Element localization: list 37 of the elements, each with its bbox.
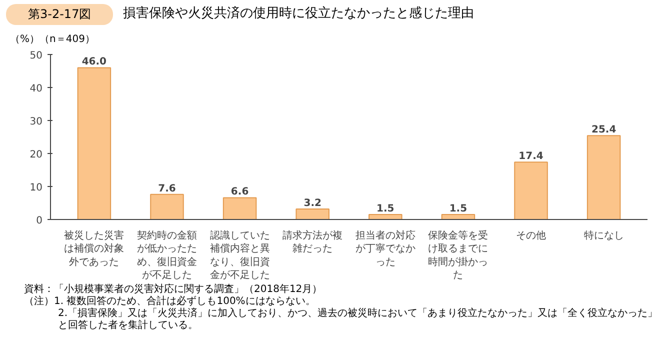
x-tick-label: 保険金等を受け取るまでに時間が掛かった (428, 230, 488, 282)
bar (514, 162, 548, 220)
text: （n＝409） (40, 33, 95, 47)
data-label: 46.0 (82, 56, 107, 68)
x-tick-label: 請求方法が複雑だった (282, 230, 343, 255)
text: 資料：「小規模事業者の災害対応に関する調査」（2018年12月） (24, 284, 324, 296)
text: 2.「損害保険」又は「火災共済」に加入しており、かつ、過去の被災時において「あまり役立たなかった」又は「全く役立なかった」と回答した者を集計している。 (57, 308, 659, 332)
text: （注）1. 複数回答のため、合計は必ずしも100%にはならない。 (24, 296, 316, 308)
y-tick-label: 0 (36, 216, 43, 226)
data-label: 7.6 (158, 183, 176, 194)
bar (368, 214, 402, 220)
x-tick-label: その他 (516, 230, 546, 242)
x-tick-label: 特になし (584, 230, 624, 242)
bar (222, 197, 257, 220)
data-label: 1.5 (376, 204, 394, 215)
bar (586, 135, 621, 220)
x-tick-label: 担当者の対応が丁寧でなかった (355, 230, 416, 268)
x-tick-label: 契約時の金額が低かったため、復旧資金が不足した (136, 230, 197, 282)
y-tick-label: 40 (30, 84, 43, 94)
x-tick-label: 認識していた補償内容と異なり、復旧資金が不足した (210, 230, 270, 282)
chart-title: 損害保険や火災共済の使用時に役立たなかったと感じた理由 (123, 5, 474, 24)
data-label: 1.5 (449, 204, 468, 215)
data-label: 25.4 (591, 124, 616, 136)
y-tick-label: 10 (30, 182, 43, 194)
chart-subtitle: 第3-2-17図 (6, 4, 114, 26)
y-tick-label: 50 (30, 50, 43, 62)
bar (77, 67, 112, 220)
y-axis-title: （%） (10, 33, 40, 47)
bar (441, 214, 476, 220)
data-label: 17.4 (518, 151, 544, 162)
y-tick-label: 30 (30, 116, 43, 128)
x-tick-label: 被災した災害は補償の対象外であった (64, 230, 124, 268)
data-label: 6.6 (230, 186, 249, 198)
bar (296, 208, 330, 220)
y-tick-label: 20 (30, 150, 43, 160)
data-label: 3.2 (304, 198, 322, 209)
bar (150, 194, 184, 220)
